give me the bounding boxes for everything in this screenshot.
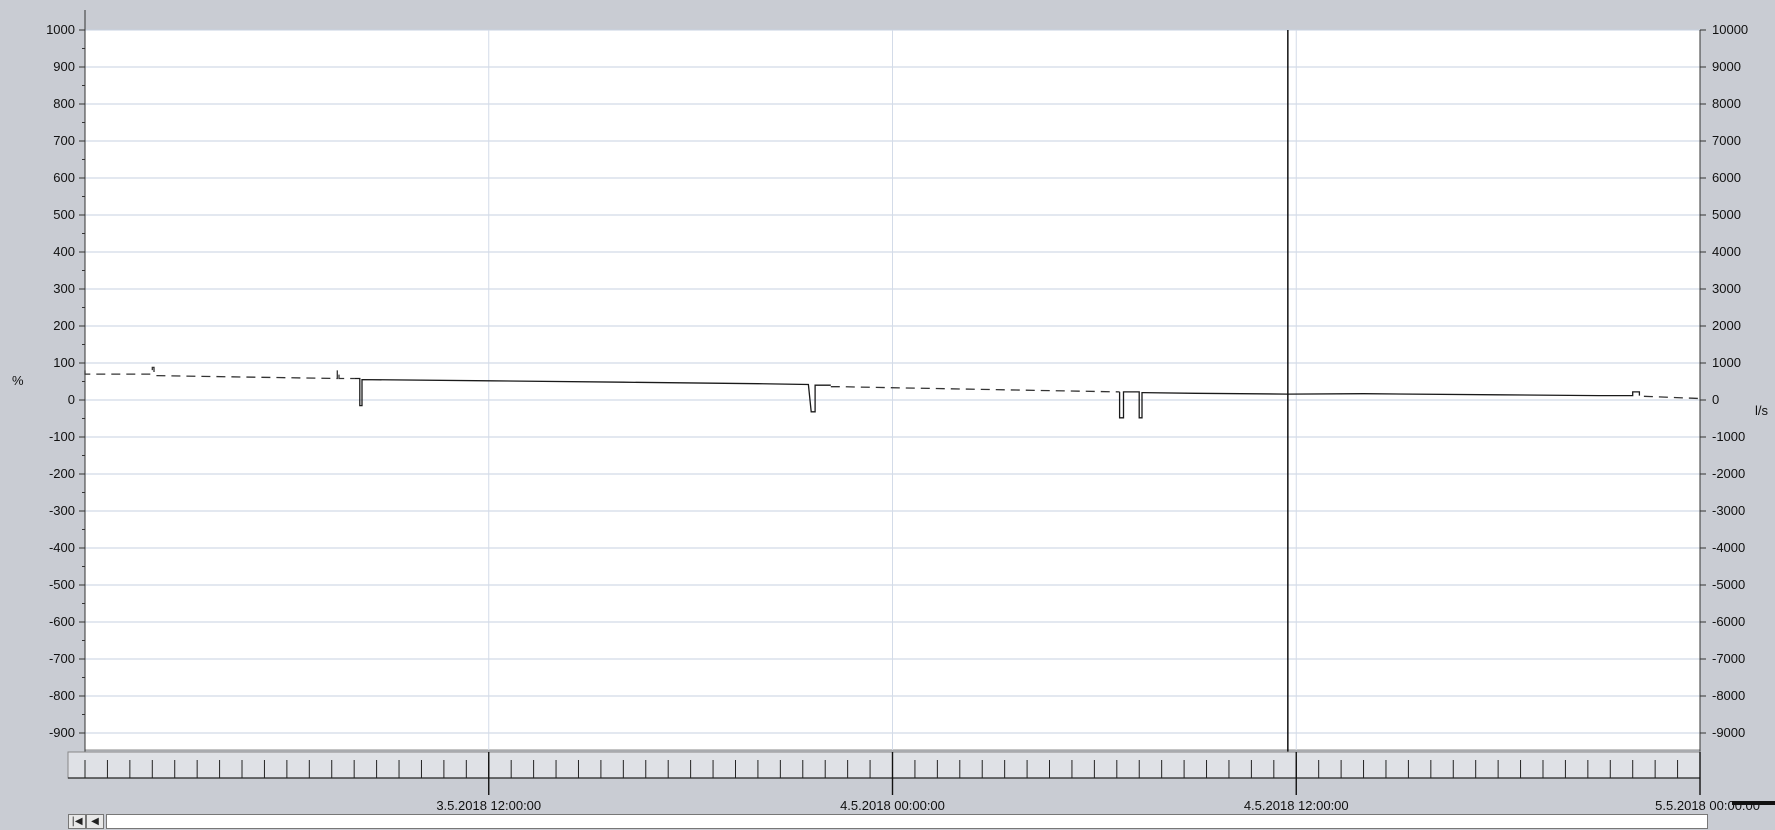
right-tick-label: 10000 [1712, 22, 1748, 37]
right-tick-label: -8000 [1712, 688, 1745, 703]
left-tick-label: -600 [49, 614, 75, 629]
first-page-button[interactable]: |◀ [68, 814, 86, 829]
left-tick-label: -400 [49, 540, 75, 555]
left-tick-label: 700 [53, 133, 75, 148]
left-tick-label: -200 [49, 466, 75, 481]
left-tick-label: -300 [49, 503, 75, 518]
right-tick-label: 9000 [1712, 59, 1741, 74]
date-tick-label: 4.5.2018 12:00:00 [1244, 798, 1349, 813]
right-tick-label: -9000 [1712, 725, 1745, 740]
series-line [354, 377, 831, 413]
right-tick-label: 1000 [1712, 355, 1741, 370]
date-labels: 3.5.2018 12:00:00 4.5.2018 00:00:00 4.5.20… [436, 798, 1760, 813]
left-tick-label: 900 [53, 59, 75, 74]
series-line [1118, 391, 1641, 419]
left-tick-label: -100 [49, 429, 75, 444]
right-tick-label: 5000 [1712, 207, 1741, 222]
left-axis-unit: % [12, 373, 24, 388]
left-tick-label: -800 [49, 688, 75, 703]
left-axis: 10009008007006005004003002001000-100-200… [46, 10, 86, 760]
left-tick-label: 200 [53, 318, 75, 333]
left-tick-label: 1000 [46, 22, 75, 37]
left-tick-label: 0 [68, 392, 75, 407]
right-tick-label: 8000 [1712, 96, 1741, 111]
previous-page-button[interactable]: ◀ [86, 814, 104, 829]
right-axis-unit: l/s [1755, 403, 1769, 418]
left-tick-label: -700 [49, 651, 75, 666]
right-tick-label: -1000 [1712, 429, 1745, 444]
right-axis: 1000090008000700060005000400030002000100… [1699, 22, 1748, 780]
corner-marker [1732, 801, 1775, 805]
date-tick-label: 3.5.2018 12:00:00 [436, 798, 541, 813]
date-tick-label: 4.5.2018 00:00:00 [840, 798, 945, 813]
time-axis[interactable] [67, 751, 1701, 795]
series-layer [84, 366, 1700, 419]
right-tick-label: 6000 [1712, 170, 1741, 185]
left-tick-label: -500 [49, 577, 75, 592]
left-tick-label: 400 [53, 244, 75, 259]
right-tick-label: -6000 [1712, 614, 1745, 629]
left-tick-label: -900 [49, 725, 75, 740]
series-line [830, 386, 1120, 393]
right-tick-label: -4000 [1712, 540, 1745, 555]
right-tick-label: -2000 [1712, 466, 1745, 481]
right-tick-label: -7000 [1712, 651, 1745, 666]
right-tick-label: 2000 [1712, 318, 1741, 333]
time-navigator: |◀ ◀ [68, 814, 1708, 830]
left-tick-label: 800 [53, 96, 75, 111]
right-tick-label: -5000 [1712, 577, 1745, 592]
time-axis-band[interactable] [67, 751, 1701, 779]
right-tick-label: -3000 [1712, 503, 1745, 518]
right-tick-label: 7000 [1712, 133, 1741, 148]
left-tick-label: 600 [53, 170, 75, 185]
left-tick-label: 300 [53, 281, 75, 296]
series-line [84, 366, 355, 380]
right-tick-label: 0 [1712, 392, 1719, 407]
right-tick-label: 3000 [1712, 281, 1741, 296]
series-line [1643, 395, 1700, 400]
navigator-scroll-track[interactable] [106, 814, 1708, 829]
right-tick-label: 4000 [1712, 244, 1741, 259]
left-tick-label: 100 [53, 355, 75, 370]
left-tick-label: 500 [53, 207, 75, 222]
